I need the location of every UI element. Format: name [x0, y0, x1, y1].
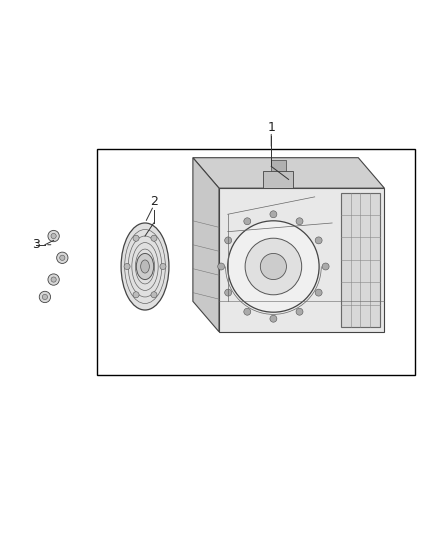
Bar	[97, 149, 415, 375]
Polygon shape	[193, 158, 385, 188]
Text: 3: 3	[32, 238, 40, 251]
Circle shape	[228, 221, 319, 312]
Circle shape	[244, 308, 251, 315]
Ellipse shape	[136, 254, 154, 279]
Circle shape	[244, 218, 251, 225]
Circle shape	[48, 230, 59, 241]
Bar	[341, 192, 380, 327]
Bar	[271, 160, 286, 171]
Circle shape	[39, 292, 50, 303]
Circle shape	[225, 237, 232, 244]
Polygon shape	[219, 188, 385, 332]
Circle shape	[315, 237, 322, 244]
Circle shape	[296, 218, 303, 225]
Circle shape	[57, 252, 68, 263]
Circle shape	[218, 263, 225, 270]
Circle shape	[133, 292, 139, 298]
Circle shape	[151, 292, 157, 298]
Circle shape	[51, 233, 56, 239]
Text: 1: 1	[267, 121, 275, 134]
Text: 2: 2	[150, 195, 158, 208]
Circle shape	[225, 289, 232, 296]
Circle shape	[60, 255, 65, 261]
Circle shape	[270, 211, 277, 218]
Circle shape	[151, 235, 157, 241]
Circle shape	[48, 274, 59, 285]
Circle shape	[160, 263, 166, 270]
Circle shape	[42, 294, 47, 300]
Circle shape	[245, 238, 302, 295]
Circle shape	[270, 315, 277, 322]
Circle shape	[124, 263, 130, 270]
Circle shape	[315, 289, 322, 296]
Circle shape	[260, 254, 286, 279]
Circle shape	[296, 308, 303, 315]
Circle shape	[133, 235, 139, 241]
Ellipse shape	[141, 260, 149, 273]
Bar	[262, 171, 293, 188]
Circle shape	[322, 263, 329, 270]
Ellipse shape	[121, 223, 169, 310]
Circle shape	[51, 277, 56, 282]
Polygon shape	[193, 158, 219, 332]
